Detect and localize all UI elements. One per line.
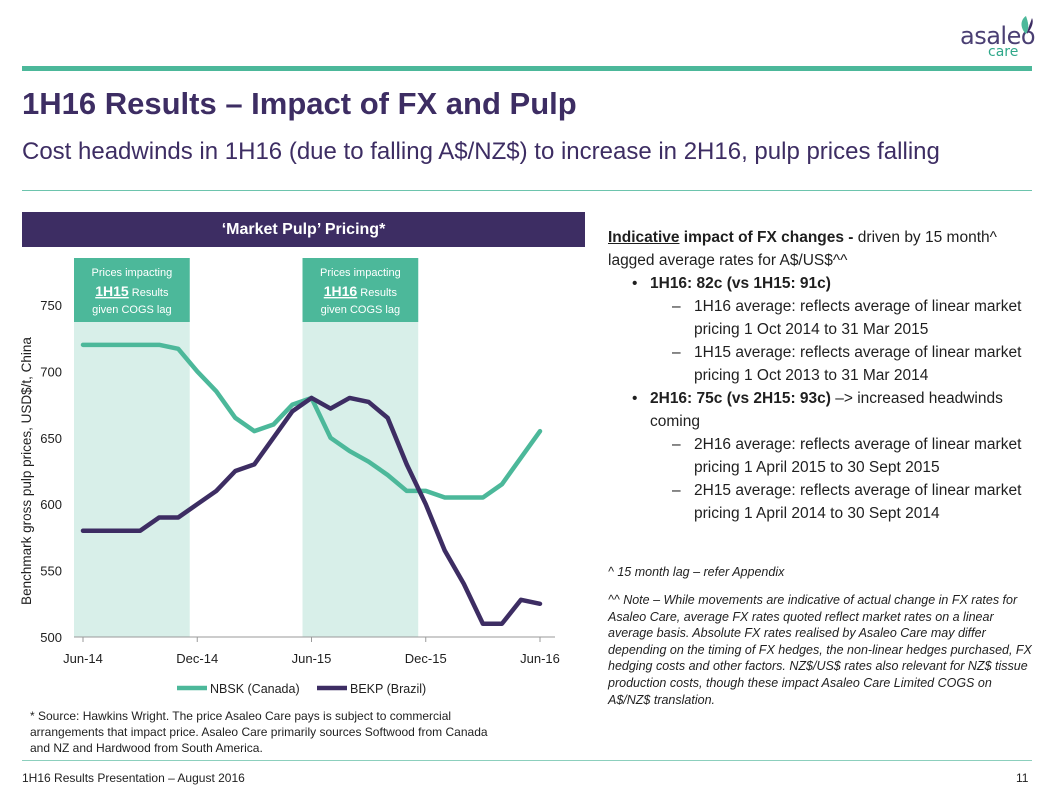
sub-bullet-2h16-average: – 2H16 average: reflects average of line… — [608, 433, 1028, 479]
sub-bullet-text: 2H16 average: reflects average of linear… — [694, 436, 1022, 476]
top-divider — [22, 66, 1032, 71]
dash-marker: – — [672, 482, 681, 499]
bullet-marker: • — [632, 390, 638, 407]
sub-bullet-2h15-average: – 2H15 average: reflects average of line… — [608, 479, 1028, 525]
y-tick-label: 700 — [40, 364, 62, 379]
shaded-label-line3: given COGS lag — [321, 304, 400, 316]
y-axis-label: Benchmark gross pulp prices, USD$/t, Chi… — [19, 337, 34, 605]
x-tick-label: Jun-16 — [520, 651, 560, 666]
dash-marker: – — [672, 298, 681, 315]
x-tick-label: Dec-15 — [405, 651, 447, 666]
lag-note: ^ 15 month lag – refer Appendix — [608, 565, 785, 579]
bullet-marker: • — [632, 275, 638, 292]
slide-title: 1H16 Results – Impact of FX and Pulp — [22, 86, 577, 121]
sub-bullet-text: 1H15 average: reflects average of linear… — [694, 344, 1022, 384]
bullet-2h16-bold: 2H16: 75c (vs 2H15: 93c) — [650, 390, 831, 407]
x-tick-label: Jun-14 — [63, 651, 103, 666]
fx-heading-bold: impact of FX changes - — [679, 229, 854, 246]
shaded-label-line2: 1H16 Results — [324, 283, 398, 299]
fx-heading: Indicative impact of FX changes - driven… — [608, 226, 1028, 272]
fx-heading-underlined: Indicative — [608, 229, 680, 246]
fx-commentary: Indicative impact of FX changes - driven… — [608, 226, 1028, 525]
y-tick-label: 600 — [40, 497, 62, 512]
bullet-1h16: • 1H16: 82c (vs 1H15: 91c) — [608, 272, 1028, 295]
shaded-label-period: 1H16 — [324, 283, 358, 299]
dash-marker: – — [672, 344, 681, 361]
sub-bullet-text: 2H15 average: reflects average of linear… — [694, 482, 1022, 522]
x-tick-label: Dec-14 — [176, 651, 218, 666]
fx-heading-rest: driven by 15 month^ lagged average rates… — [608, 229, 997, 269]
chart-header: ‘Market Pulp’ Pricing* — [22, 212, 585, 247]
logo-sub-text: care — [988, 44, 1019, 60]
y-tick-label: 500 — [40, 630, 62, 645]
sub-bullet-1h16-average: – 1H16 average: reflects average of line… — [608, 295, 1028, 341]
y-tick-label: 750 — [40, 298, 62, 313]
fx-note: ^^ Note – While movements are indicative… — [608, 593, 1032, 707]
y-tick-label: 650 — [40, 431, 62, 446]
shaded-label-period: 1H15 — [95, 283, 129, 299]
legend-label: BEKP (Brazil) — [350, 682, 426, 696]
footer-divider — [22, 760, 1032, 761]
shaded-label-line3: given COGS lag — [92, 304, 171, 316]
company-logo: asaleo care — [958, 14, 1038, 60]
shaded-label-line2: 1H15 Results — [95, 283, 169, 299]
shaded-label-line1: Prices impacting — [92, 267, 173, 279]
sub-bullet-text: 1H16 average: reflects average of linear… — [694, 298, 1022, 338]
shaded-label-line1: Prices impacting — [320, 267, 401, 279]
leaf-icon — [1021, 16, 1033, 34]
shaded-period-label-box — [302, 258, 419, 322]
shaded-period-label-box — [74, 258, 190, 322]
bullet-2h16: • 2H16: 75c (vs 2H15: 93c) –> increased … — [608, 387, 1028, 433]
source-note: * Source: Hawkins Wright. The price Asal… — [30, 709, 488, 755]
x-tick-label: Jun-15 — [292, 651, 332, 666]
shaded-label-results: Results — [129, 287, 169, 299]
page-number: 11 — [1016, 771, 1029, 785]
bullet-1h16-text: 1H16: 82c (vs 1H15: 91c) — [650, 275, 831, 292]
bullet-2h16-rest: –> increased headwinds coming — [650, 390, 1003, 430]
shaded-label-results: Results — [357, 287, 397, 299]
footer-text: 1H16 Results Presentation – August 2016 — [22, 771, 245, 785]
header-divider — [22, 190, 1032, 191]
y-tick-label: 550 — [40, 564, 62, 579]
dash-marker: – — [672, 436, 681, 453]
legend-label: NBSK (Canada) — [210, 682, 300, 696]
sub-bullet-1h15-average: – 1H15 average: reflects average of line… — [608, 341, 1028, 387]
slide-subtitle: Cost headwinds in 1H16 (due to falling A… — [22, 138, 940, 165]
pulp-price-chart: 500 550 600 650 700 750 Jun-14 Dec-14 Jun-15 Dec-… — [19, 258, 560, 696]
